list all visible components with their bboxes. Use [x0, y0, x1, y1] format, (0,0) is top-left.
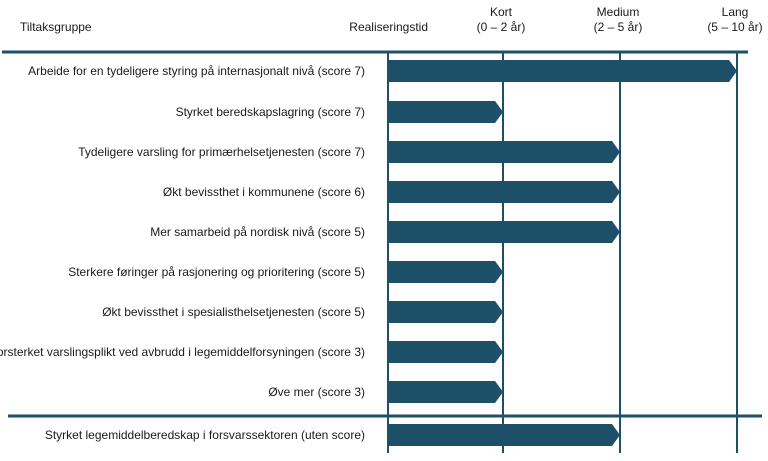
- timeline-bar: [388, 424, 620, 446]
- row-label: Styrket legemiddelberedskap i forsvarsse…: [45, 428, 365, 442]
- category-range: (5 – 10 år): [707, 20, 762, 34]
- category-name: Lang: [722, 5, 749, 19]
- timeline-bar: [388, 261, 503, 283]
- row-label: Arbeide for en tydeligere styring på int…: [28, 64, 365, 78]
- row-label: Forsterket varslingsplikt ved avbrudd i …: [0, 345, 365, 359]
- header-group-label: Tiltaksgruppe: [20, 20, 92, 34]
- timeline-bar: [388, 141, 620, 163]
- category-name: Kort: [490, 5, 513, 19]
- timeline-bar: [388, 181, 620, 203]
- category-range: (2 – 5 år): [594, 20, 643, 34]
- timeline-bar: [388, 301, 503, 323]
- row-label: Øve mer (score 3): [268, 385, 365, 399]
- row-label: Sterkere føringer på rasjonering og prio…: [68, 265, 365, 279]
- row-label: Styrket beredskapslagring (score 7): [176, 105, 365, 119]
- row-label: Økt bevissthet i kommunene (score 6): [163, 185, 365, 199]
- timeline-bar: [388, 221, 620, 243]
- timeline-bar: [388, 60, 737, 82]
- row-label: Økt bevissthet i spesialisthelsetjeneste…: [102, 305, 365, 319]
- category-range: (0 – 2 år): [477, 20, 526, 34]
- timeline-bar: [388, 101, 503, 123]
- row-label: Mer samarbeid på nordisk nivå (score 5): [150, 225, 365, 239]
- timeline-bar: [388, 381, 503, 403]
- row-label: Tydeligere varsling for primærhelsetjene…: [78, 145, 365, 159]
- timeline-bar: [388, 341, 503, 363]
- category-name: Medium: [597, 5, 640, 19]
- header-time-label: Realiseringstid: [349, 20, 428, 34]
